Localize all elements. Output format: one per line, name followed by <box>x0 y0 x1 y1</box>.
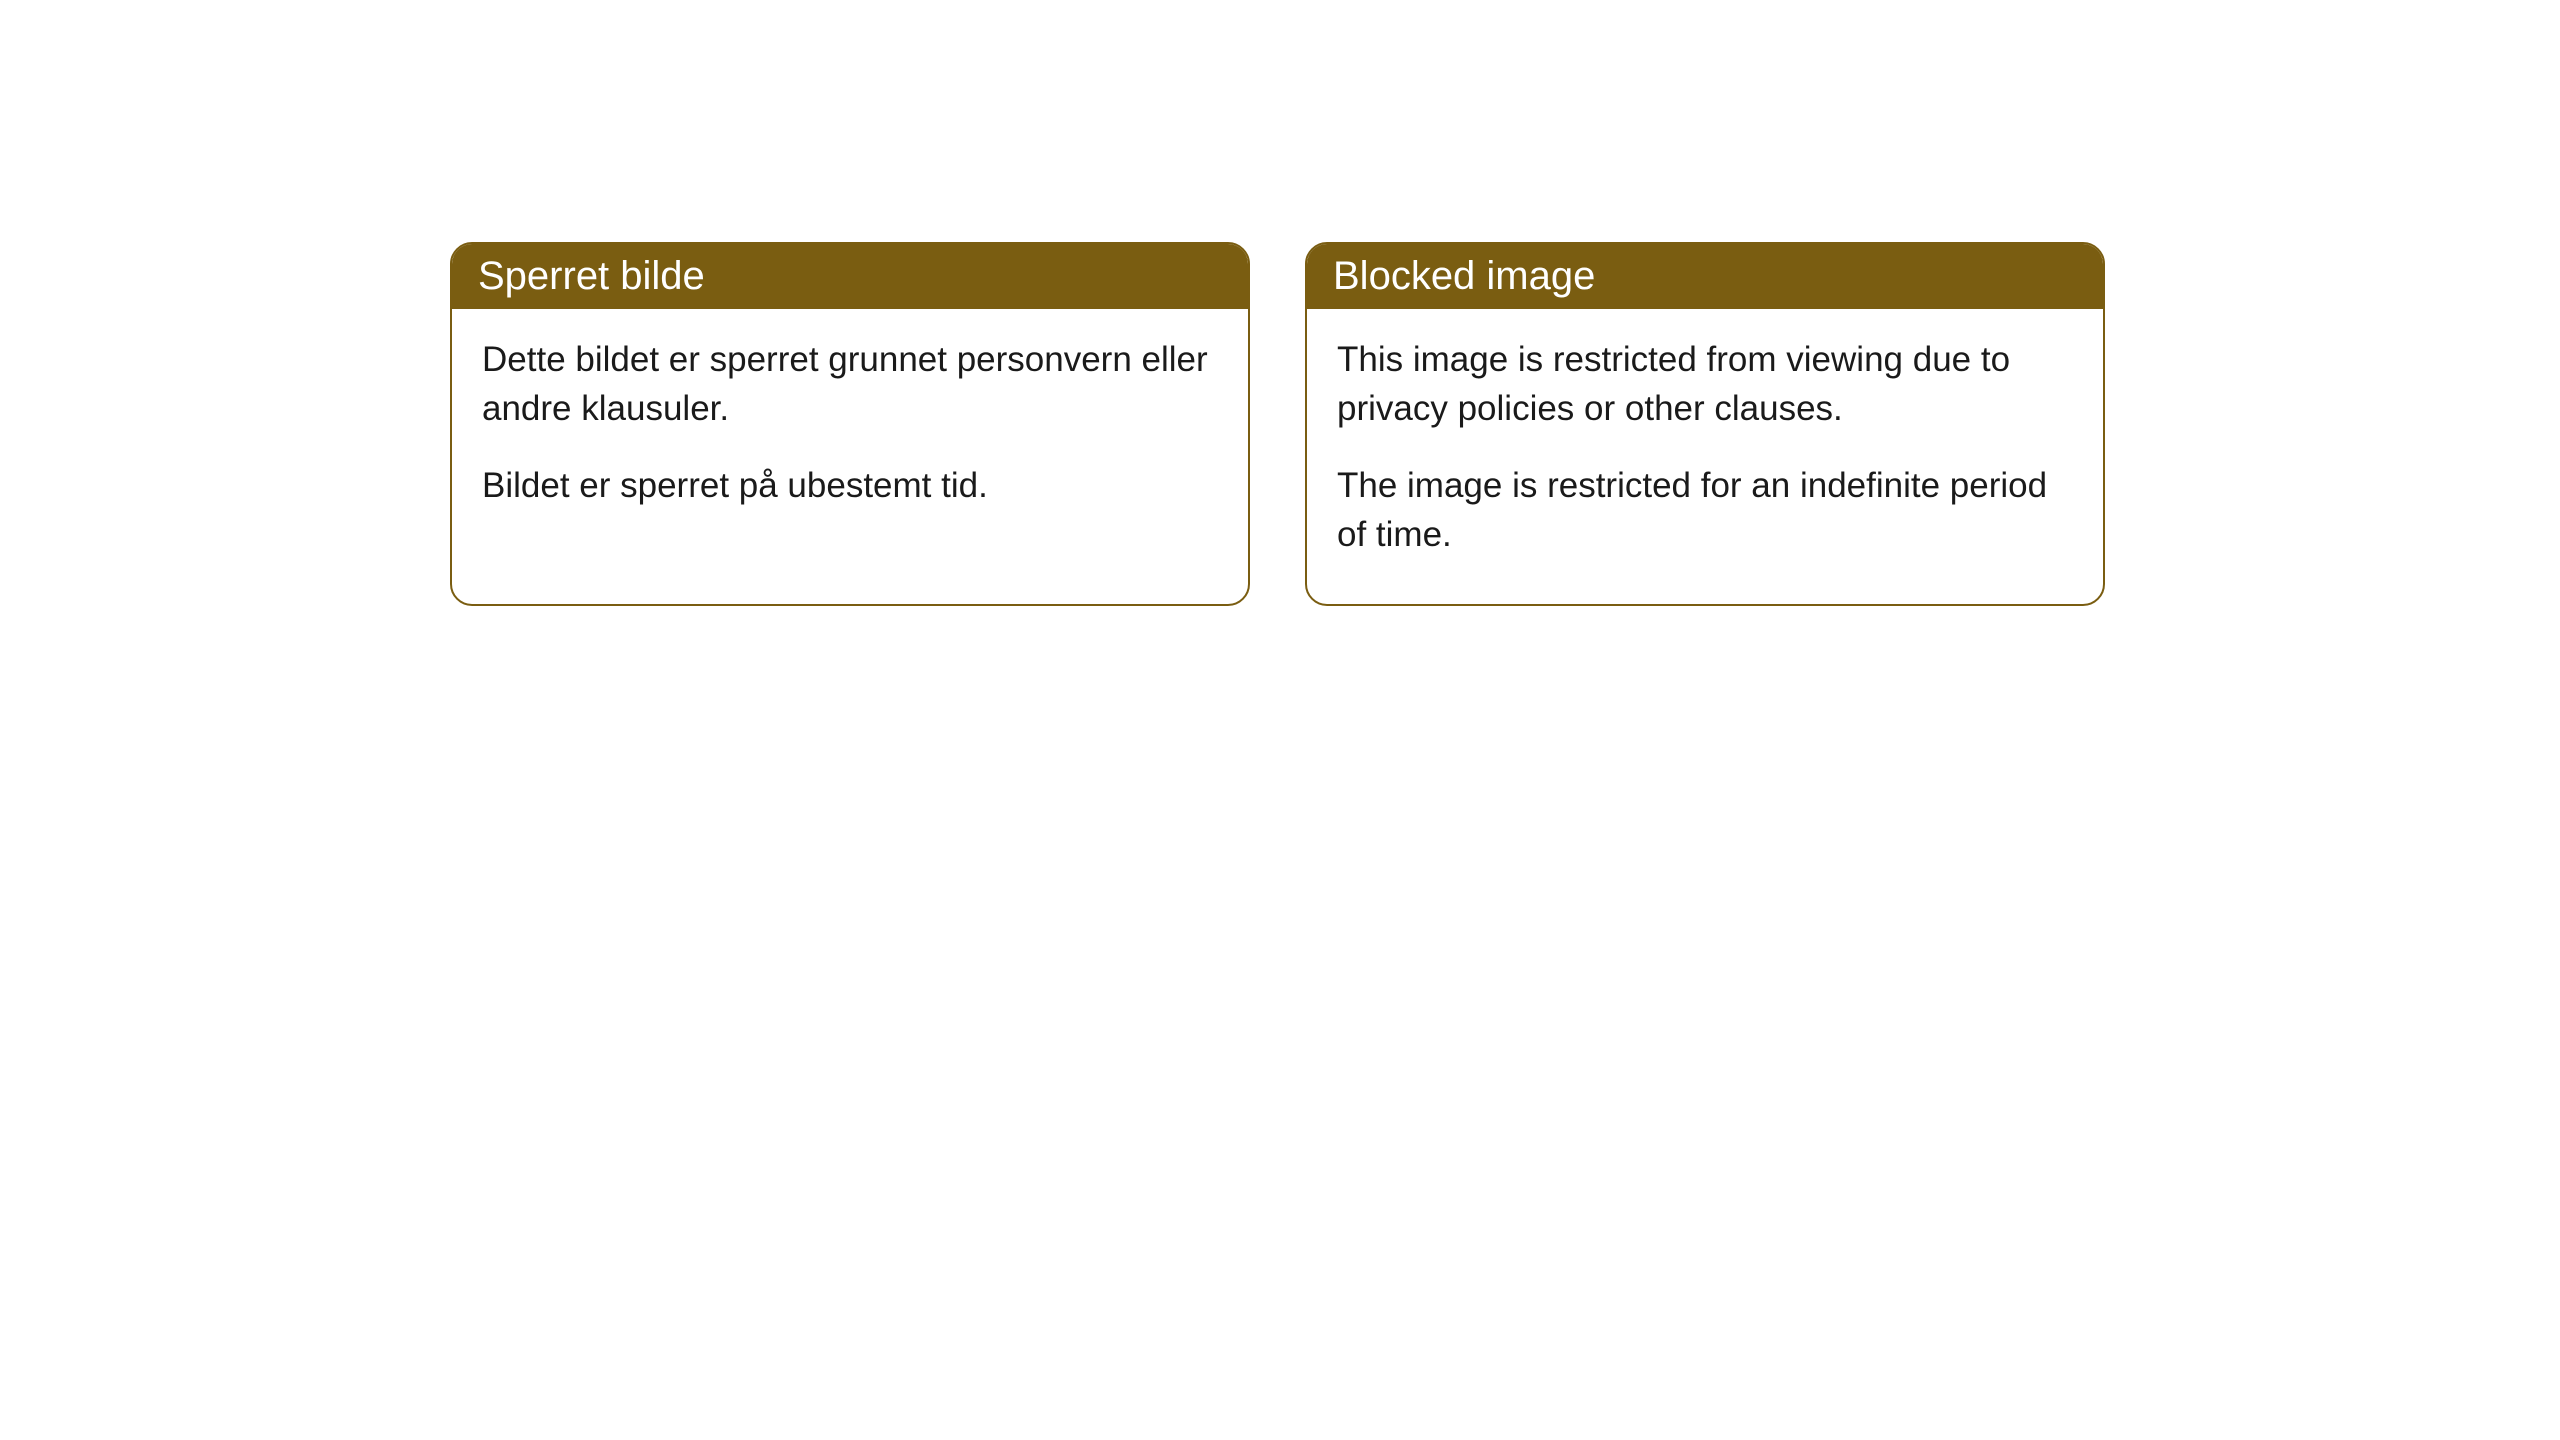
notice-card-english: Blocked image This image is restricted f… <box>1305 242 2105 606</box>
card-title: Blocked image <box>1333 254 1595 298</box>
notice-cards-container: Sperret bilde Dette bildet er sperret gr… <box>450 242 2105 606</box>
card-paragraph: Dette bildet er sperret grunnet personve… <box>482 335 1218 433</box>
notice-card-norwegian: Sperret bilde Dette bildet er sperret gr… <box>450 242 1250 606</box>
card-paragraph: Bildet er sperret på ubestemt tid. <box>482 461 1218 510</box>
card-paragraph: This image is restricted from viewing du… <box>1337 335 2073 433</box>
card-header-english: Blocked image <box>1307 244 2103 309</box>
card-paragraph: The image is restricted for an indefinit… <box>1337 461 2073 559</box>
card-body-english: This image is restricted from viewing du… <box>1307 309 2103 604</box>
card-header-norwegian: Sperret bilde <box>452 244 1248 309</box>
card-body-norwegian: Dette bildet er sperret grunnet personve… <box>452 309 1248 555</box>
card-title: Sperret bilde <box>478 254 705 298</box>
